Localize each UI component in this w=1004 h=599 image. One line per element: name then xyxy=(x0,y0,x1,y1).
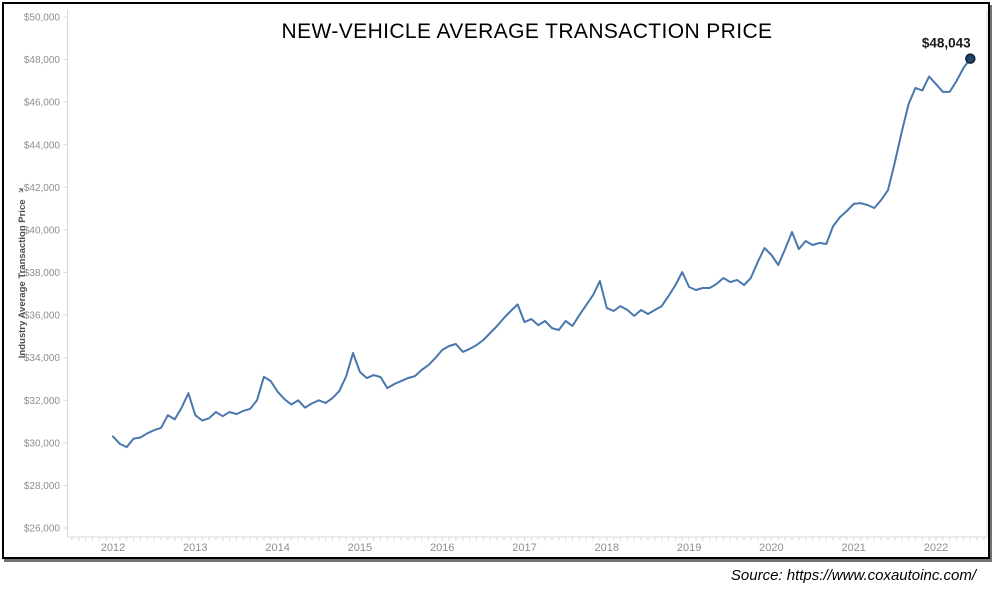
y-tick-label: $34,000 xyxy=(24,353,61,364)
y-tick-label: $46,000 xyxy=(24,98,61,109)
y-tick-label: $38,000 xyxy=(24,268,61,279)
end-point-annotation: $48,043 xyxy=(922,36,971,51)
price-line-path[interactable] xyxy=(112,57,972,449)
sort-icon[interactable]: ✈ xyxy=(16,185,28,197)
chart-title: NEW-VEHICLE AVERAGE TRANSACTION PRICE xyxy=(281,20,773,43)
x-tick-label: 2012 xyxy=(101,542,125,554)
y-axis-title: Industry Average Transaction Price xyxy=(16,199,28,359)
y-tick-label: $30,000 xyxy=(24,438,61,449)
x-tick-label: 2020 xyxy=(759,542,783,554)
x-tick-label: 2018 xyxy=(595,542,619,554)
source-caption: Source: https://www.coxautoinc.com/ xyxy=(730,567,976,584)
chart-frame xyxy=(2,2,990,559)
y-tick-label: $42,000 xyxy=(24,183,61,194)
x-tick-label: 2017 xyxy=(512,542,536,554)
y-tick-label: $32,000 xyxy=(24,396,61,407)
x-tick-label: 2021 xyxy=(841,542,865,554)
x-tick-label: 2022 xyxy=(924,542,948,554)
y-tick-label: $26,000 xyxy=(24,524,61,535)
y-tick-label: $44,000 xyxy=(24,140,61,151)
y-tick-label: $40,000 xyxy=(24,225,61,236)
x-tick-label: 2015 xyxy=(348,542,372,554)
x-tick-label: 2013 xyxy=(183,542,207,554)
y-tick-label: $50,000 xyxy=(24,13,61,24)
end-point-marker[interactable] xyxy=(965,53,976,64)
y-tick-label: $36,000 xyxy=(24,311,61,322)
y-axis-title-group: Industry Average Transaction Price ✈ xyxy=(14,180,30,366)
y-tick-label: $48,000 xyxy=(24,55,61,66)
y-tick-label: $28,000 xyxy=(24,481,61,492)
x-tick-label: 2014 xyxy=(265,542,289,554)
x-tick-label: 2016 xyxy=(430,542,454,554)
x-tick-label: 2019 xyxy=(677,542,701,554)
